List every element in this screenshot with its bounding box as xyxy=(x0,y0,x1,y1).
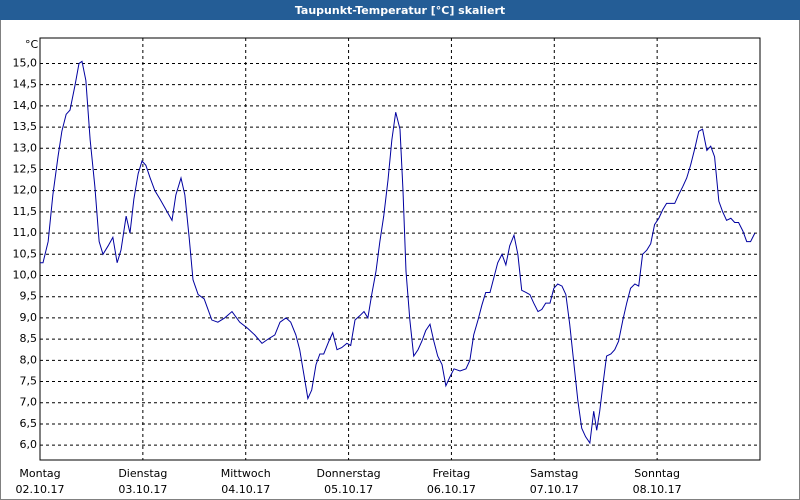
data-line xyxy=(40,60,756,445)
y-tick-label: 10,0 xyxy=(13,269,38,282)
y-tick-label: 11,5 xyxy=(13,205,38,218)
x-tick-date: 02.10.17 xyxy=(16,483,65,496)
x-tick-date: 05.10.17 xyxy=(324,483,373,496)
y-tick-label: 12,5 xyxy=(13,162,38,175)
y-tick-label: 14,0 xyxy=(13,99,38,112)
y-tick-label: 12,0 xyxy=(13,184,38,197)
x-tick-date: 03.10.17 xyxy=(118,483,167,496)
y-tick-label: 15,0 xyxy=(13,56,38,69)
title-bar xyxy=(0,0,800,20)
y-tick-label: 8,0 xyxy=(20,353,38,366)
y-tick-label: 14,5 xyxy=(13,78,38,91)
y-tick-label: 9,0 xyxy=(20,311,38,324)
x-tick-label: Dienstag xyxy=(118,467,167,480)
x-tick-label: Samstag xyxy=(530,467,578,480)
x-tick-date: 07.10.17 xyxy=(530,483,579,496)
x-tick-label: Montag xyxy=(19,467,60,480)
y-tick-label: 7,5 xyxy=(20,375,38,388)
y-tick-label: 9,5 xyxy=(20,290,38,303)
y-tick-label: 13,0 xyxy=(13,141,38,154)
x-tick-label: Freitag xyxy=(433,467,471,480)
x-tick-label: Donnerstag xyxy=(316,467,380,480)
y-tick-label: 7,0 xyxy=(20,396,38,409)
y-tick-label: 6,5 xyxy=(20,417,38,430)
plot-frame xyxy=(39,37,761,461)
x-tick-date: 06.10.17 xyxy=(427,483,476,496)
y-tick-label: 11,0 xyxy=(13,226,38,239)
y-tick-label: 13,5 xyxy=(13,120,38,133)
y-tick-label: 8,5 xyxy=(20,332,38,345)
y-unit: °C xyxy=(25,38,39,51)
x-tick-date: 08.10.17 xyxy=(633,483,682,496)
chart-title: Taupunkt-Temperatur [°C] skaliert xyxy=(295,4,505,17)
x-tick-label: Sonntag xyxy=(634,467,680,480)
y-tick-label: 10,5 xyxy=(13,247,38,260)
x-tick-label: Mittwoch xyxy=(221,467,271,480)
y-tick-label: 6,0 xyxy=(20,438,38,451)
x-tick-date: 04.10.17 xyxy=(221,483,270,496)
